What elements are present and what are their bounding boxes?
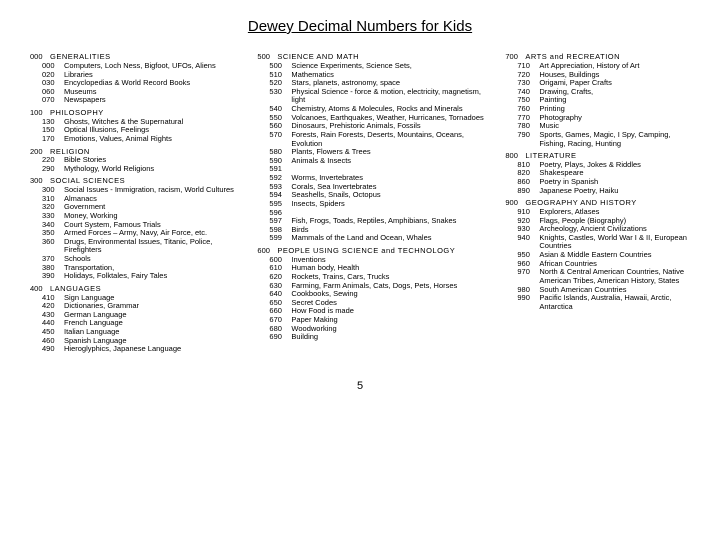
topic-label: Mammals of the Land and Ocean, Whales [291, 234, 493, 243]
column-1: 000GENERALITIES000Computers, Loch Ness, … [30, 53, 245, 358]
topic-label: Holidays, Folktales, Fairy Tales [64, 272, 245, 281]
topic-row: 590Animals & Insects [257, 157, 493, 166]
dewey-section: 900GEOGRAPHY AND HISTORY910Explorers, At… [505, 199, 690, 311]
dewey-section: 000GENERALITIES000Computers, Loch Ness, … [30, 53, 245, 105]
dewey-section: 800LITERATURE810Poetry, Plays, Jokes & R… [505, 152, 690, 195]
topic-label: Physical Science - force & motion, elect… [291, 88, 493, 105]
section-heading-row: 200RELIGION [30, 148, 245, 157]
topic-number: 599 [269, 234, 291, 243]
page-number: 5 [30, 380, 690, 393]
column-2: 500SCIENCE AND MATH500Science Experiment… [257, 53, 493, 358]
section-heading-row: 400LANGUAGES [30, 285, 245, 294]
topic-label: Fish, Frogs, Toads, Reptiles, Amphibians… [291, 217, 493, 226]
topic-label: Insects, Spiders [291, 200, 493, 209]
topic-row: 170Emotions, Values, Animal Rights [30, 135, 245, 144]
topic-number: 070 [42, 96, 64, 105]
topic-row: 890Japanese Poetry, Haiku [505, 187, 690, 196]
topic-number: 290 [42, 165, 64, 174]
topic-row: 420Dictionaries, Grammar [30, 302, 245, 311]
topic-label: Sports, Games, Magic, I Spy, Camping, Fi… [539, 131, 690, 148]
topic-row: 030Encyclopedias & World Record Books [30, 79, 245, 88]
topic-number: 990 [517, 294, 539, 311]
topic-row: 690Building [257, 333, 493, 342]
topic-number: 790 [517, 131, 539, 148]
topic-number: 170 [42, 135, 64, 144]
topic-label: North & Central American Countries, Nati… [539, 268, 690, 285]
content-columns: 000GENERALITIES000Computers, Loch Ness, … [30, 53, 690, 358]
page-title: Dewey Decimal Numbers for Kids [30, 18, 690, 35]
topic-row: 790Sports, Games, Magic, I Spy, Camping,… [505, 131, 690, 148]
topic-row: 570Forests, Rain Forests, Deserts, Mount… [257, 131, 493, 148]
topic-number: 390 [42, 272, 64, 281]
topic-row: 390Holidays, Folktales, Fairy Tales [30, 272, 245, 281]
topic-number: 490 [42, 345, 64, 354]
topic-row: 060Museums [30, 88, 245, 97]
topic-number: 940 [517, 234, 539, 251]
topic-label: Photography [539, 114, 690, 123]
topic-row: 599Mammals of the Land and Ocean, Whales [257, 234, 493, 243]
topic-row: 950Asian & Middle Eastern Countries [505, 251, 690, 260]
topic-label: Forests, Rain Forests, Deserts, Mountain… [291, 131, 493, 148]
topic-label: Japanese Poetry, Haiku [539, 187, 690, 196]
topic-number: 360 [42, 238, 64, 255]
dewey-section: 600PEOPLE USING SCIENCE and TECHNOLOGY60… [257, 247, 493, 342]
topic-row: 970North & Central American Countries, N… [505, 268, 690, 285]
topic-row: 430German Language [30, 311, 245, 320]
topic-row: 070Newspapers [30, 96, 245, 105]
topic-row: 740Drawing, Crafts, [505, 88, 690, 97]
topic-row: 360Drugs, Environmental Issues, Titanic,… [30, 238, 245, 255]
dewey-section: 100PHILOSOPHY130Ghosts, Witches & the Su… [30, 109, 245, 144]
topic-number: 890 [517, 187, 539, 196]
topic-label: Hieroglyphics, Japanese Language [64, 345, 245, 354]
dewey-section: 400LANGUAGES410Sign Language420Dictionar… [30, 285, 245, 354]
topic-label: Woodworking [291, 325, 493, 334]
topic-number: 530 [269, 88, 291, 105]
topic-row: 370Schools [30, 255, 245, 264]
topic-row: 490Hieroglyphics, Japanese Language [30, 345, 245, 354]
topic-label: Animals & Insects [291, 157, 493, 166]
topic-number: 570 [269, 131, 291, 148]
topic-row: 750Painting [505, 96, 690, 105]
topic-label: Pacific Islands, Australia, Hawaii, Arct… [539, 294, 690, 311]
topic-label: Drugs, Environmental Issues, Titanic, Po… [64, 238, 245, 255]
topic-row: 730Origami, Paper Crafts [505, 79, 690, 88]
topic-row: 000Computers, Loch Ness, Bigfoot, UFOs, … [30, 62, 245, 71]
topic-row: 940Knights, Castles, World War I & II, E… [505, 234, 690, 251]
dewey-section: 200RELIGION220Bible Stories290Mythology,… [30, 148, 245, 174]
topic-label: Building [291, 333, 493, 342]
topic-row: 990Pacific Islands, Australia, Hawaii, A… [505, 294, 690, 311]
topic-row: 770Photography [505, 114, 690, 123]
dewey-section: 500SCIENCE AND MATH500Science Experiment… [257, 53, 493, 243]
topic-row: 760Printing [505, 105, 690, 114]
dewey-section: 300SOCIAL SCIENCES300Social Issues - Imm… [30, 177, 245, 281]
topic-row: 595Insects, Spiders [257, 200, 493, 209]
topic-number: 970 [517, 268, 539, 285]
dewey-section: 700ARTS and RECREATION710Art Appreciatio… [505, 53, 690, 148]
column-3: 700ARTS and RECREATION710Art Appreciatio… [505, 53, 690, 358]
topic-label: Mythology, World Religions [64, 165, 245, 174]
topic-row: 440French Language [30, 319, 245, 328]
topic-row: 450Italian Language [30, 328, 245, 337]
topic-number: 690 [269, 333, 291, 342]
topic-label: Knights, Castles, World War I & II, Euro… [539, 234, 690, 251]
topic-label: Emotions, Values, Animal Rights [64, 135, 245, 144]
topic-row: 810Poetry, Plays, Jokes & Riddles [505, 161, 690, 170]
topic-row: 290Mythology, World Religions [30, 165, 245, 174]
topic-row: 300Social Issues - Immigration, racism, … [30, 186, 245, 195]
topic-row: 310Almanacs [30, 195, 245, 204]
topic-row: 320Government [30, 203, 245, 212]
topic-row: 530Physical Science - force & motion, el… [257, 88, 493, 105]
topic-label: Newspapers [64, 96, 245, 105]
